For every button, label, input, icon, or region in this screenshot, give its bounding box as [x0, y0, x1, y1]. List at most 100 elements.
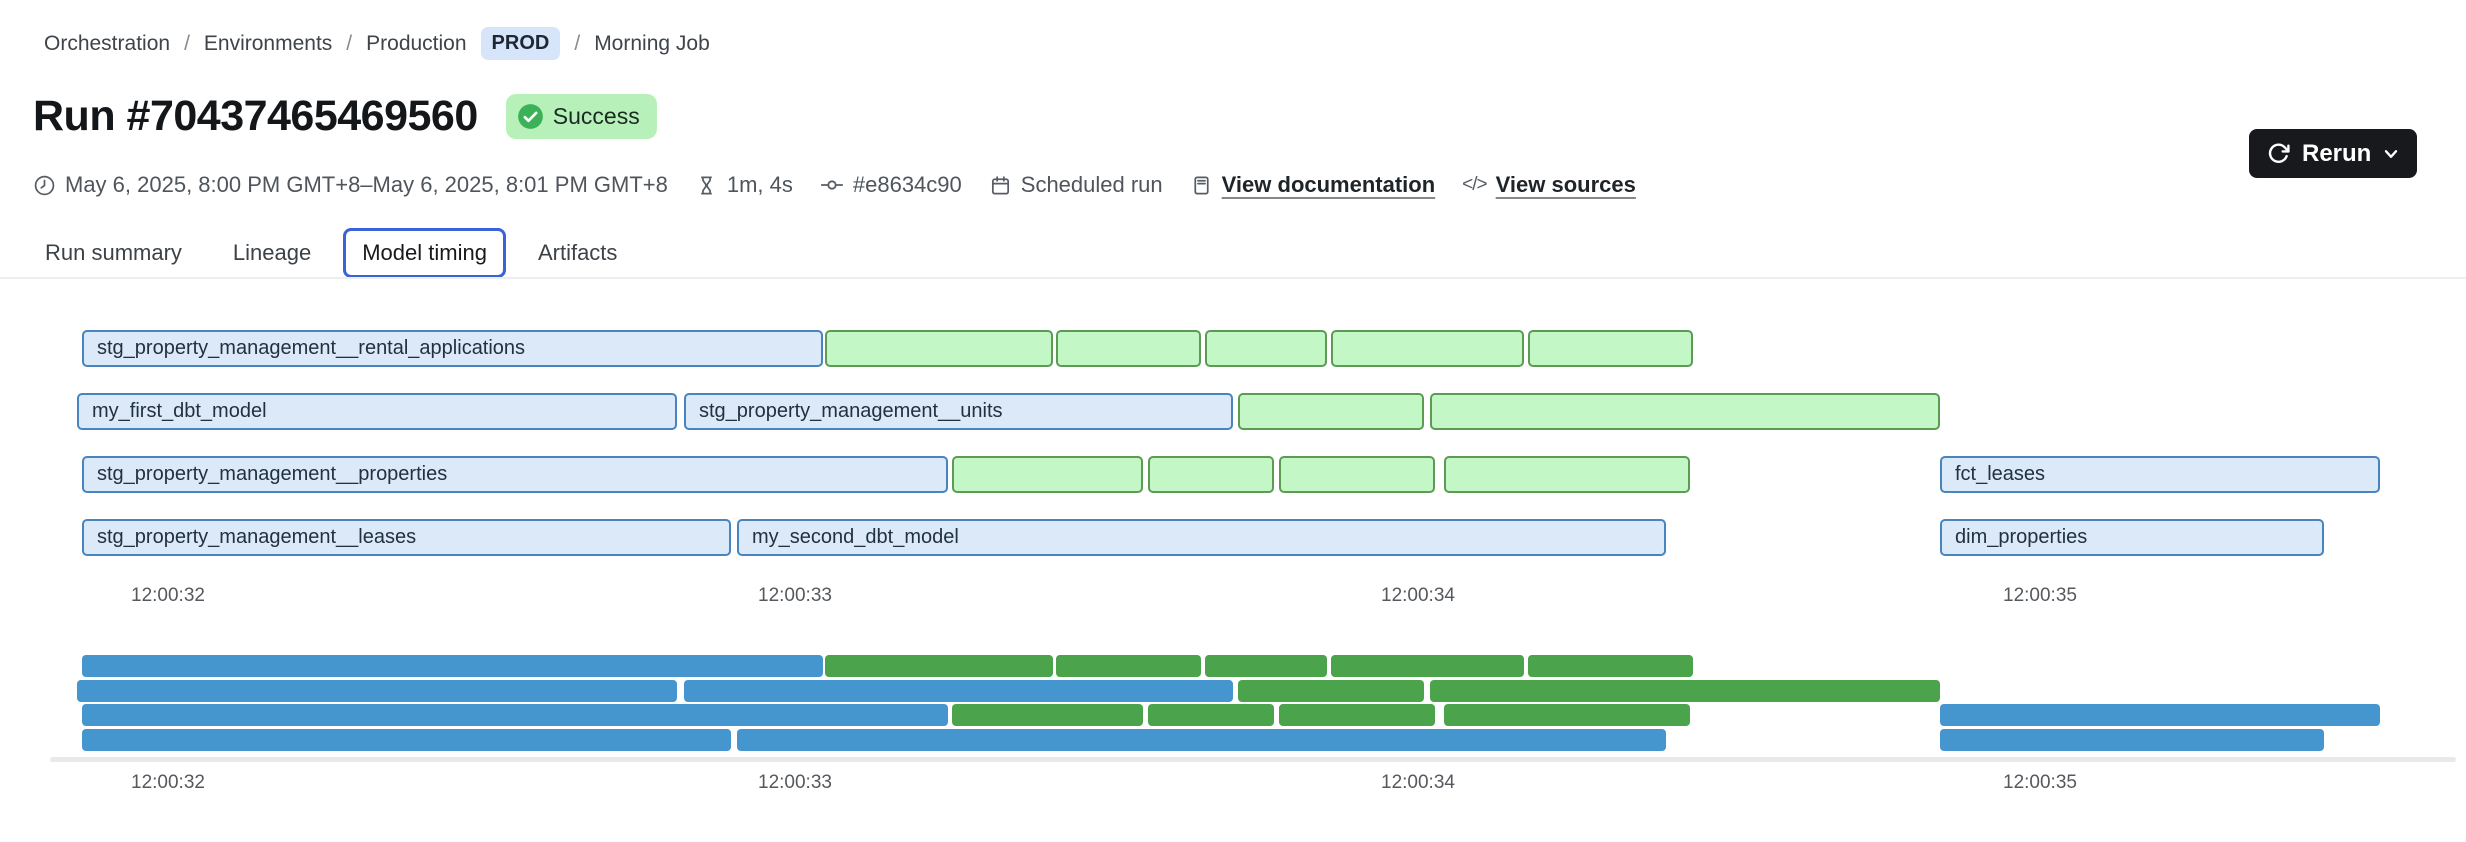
commit-icon [820, 173, 844, 197]
tab-lineage[interactable]: Lineage [232, 240, 312, 265]
gantt-test-bar[interactable] [1056, 330, 1201, 367]
gantt-bar-stg_property_management__properties[interactable]: stg_property_management__properties [82, 456, 948, 493]
run-trigger: Scheduled run [989, 172, 1163, 198]
minimap-bar [1148, 704, 1274, 726]
gantt-test-bar[interactable] [1279, 456, 1435, 493]
minimap-bar [952, 704, 1143, 726]
view-documentation-link[interactable]: View documentation [1221, 172, 1436, 197]
gantt-bar-label: stg_property_management__properties [97, 463, 448, 485]
run-commit-text: #e8634c90 [852, 172, 962, 197]
run-duration-text: 1m, 4s [726, 172, 793, 197]
axis-tick-label: 12:00:34 [1381, 772, 1455, 793]
gantt-bar-label: fct_leases [1955, 463, 2046, 485]
environment-badge: PROD [480, 27, 561, 60]
status-badge: Success [505, 94, 657, 139]
axis-tick-label: 12:00:33 [758, 585, 832, 606]
breadcrumb-item-production[interactable]: Production [366, 31, 467, 55]
gantt-test-bar[interactable] [825, 330, 1053, 367]
minimap-bar [82, 655, 823, 677]
gantt-bar-dim_properties[interactable]: dim_properties [1940, 519, 2324, 556]
breadcrumb-separator: / [574, 31, 581, 55]
minimap-bar [1528, 655, 1693, 677]
breadcrumb-item-orchestration[interactable]: Orchestration [44, 31, 171, 55]
run-trigger-text: Scheduled run [1020, 172, 1163, 197]
breadcrumb-item-morning-job[interactable]: Morning Job [594, 31, 710, 55]
minimap-bar [1940, 729, 2324, 751]
check-circle-icon [517, 103, 544, 130]
rerun-button[interactable]: Rerun [2249, 129, 2418, 178]
gantt-bar-label: stg_property_management__rental_applicat… [97, 337, 526, 359]
breadcrumb: Orchestration / Environments / Production PRO… [44, 27, 710, 60]
gantt-test-bar[interactable] [1430, 393, 1940, 430]
gantt-bar-my_first_dbt_model[interactable]: my_first_dbt_model [77, 393, 677, 430]
tab-model-timing[interactable]: Model timing [343, 228, 506, 278]
title-row: Run #70437465469560 Success [33, 92, 657, 141]
axis-tick-label: 12:00:35 [2003, 585, 2077, 606]
run-time-range-text: May 6, 2025, 8:00 PM GMT+8–May 6, 2025, … [65, 172, 668, 197]
minimap-bar [82, 729, 731, 751]
gantt-bar-label: dim_properties [1955, 526, 2088, 548]
gantt-bar-stg_property_management__units[interactable]: stg_property_management__units [684, 393, 1233, 430]
gantt-bar-label: my_second_dbt_model [752, 526, 959, 548]
run-time-range: May 6, 2025, 8:00 PM GMT+8–May 6, 2025, … [33, 172, 668, 198]
gantt-test-bar[interactable] [1444, 456, 1690, 493]
minimap-bar [1279, 704, 1435, 726]
gantt-bar-label: my_first_dbt_model [92, 400, 267, 422]
minimap-bar [1430, 680, 1940, 702]
breadcrumb-item-environments[interactable]: Environments [203, 31, 333, 55]
gantt-test-bar[interactable] [1148, 456, 1274, 493]
tabs: Run summary Lineage Model timing Artifacts [26, 228, 636, 278]
gantt-test-bar[interactable] [1528, 330, 1693, 367]
gantt-test-bar[interactable] [952, 456, 1143, 493]
breadcrumb-separator: / [184, 31, 190, 55]
minimap-bar [737, 729, 1666, 751]
gantt-bar-stg_property_management__rental_applications[interactable]: stg_property_management__rental_applicat… [82, 330, 823, 367]
tab-run-summary[interactable]: Run summary [45, 240, 182, 265]
gantt-bar-stg_property_management__leases[interactable]: stg_property_management__leases [82, 519, 731, 556]
breadcrumb-separator: / [346, 31, 353, 55]
gantt-test-bar[interactable] [1205, 330, 1327, 367]
axis-tick-label: 12:00:33 [758, 772, 832, 793]
minimap-bar [77, 680, 677, 702]
minimap-bar [1444, 704, 1690, 726]
run-duration: 1m, 4s [695, 172, 793, 198]
minimap-bar [1331, 655, 1524, 677]
status-badge-label: Success [552, 103, 640, 129]
minimap-bar [1205, 655, 1327, 677]
run-commit: #e8634c90 [820, 172, 962, 198]
gantt-test-bar[interactable] [1238, 393, 1424, 430]
page-title: Run #70437465469560 [33, 92, 478, 140]
axis-tick-label: 12:00:35 [2003, 772, 2077, 793]
calendar-icon [989, 174, 1012, 197]
minimap-bar [82, 704, 948, 726]
rerun-button-label: Rerun [2302, 139, 2372, 167]
document-icon [1190, 174, 1213, 197]
chevron-down-icon [2382, 145, 2400, 163]
gantt-bar-label: stg_property_management__units [699, 400, 1003, 422]
gantt-axis-main: 12:00:32 12:00:33 12:00:34 12:00:35 [0, 585, 2466, 609]
axis-tick-label: 12:00:34 [1381, 585, 1455, 606]
minimap-bar [1056, 655, 1201, 677]
tab-artifacts[interactable]: Artifacts [537, 240, 618, 265]
view-documentation[interactable]: View documentation [1190, 172, 1436, 198]
gantt-bar-fct_leases[interactable]: fct_leases [1940, 456, 2380, 493]
view-sources[interactable]: </> View sources [1462, 172, 1636, 198]
minimap-bar [1940, 704, 2380, 726]
view-sources-link[interactable]: View sources [1495, 172, 1636, 197]
refresh-icon [2266, 141, 2291, 166]
minimap-bar [1238, 680, 1424, 702]
axis-tick-label: 12:00:32 [131, 772, 205, 793]
gantt-axis-minimap: 12:00:32 12:00:33 12:00:34 12:00:35 [0, 772, 2466, 796]
axis-tick-label: 12:00:32 [131, 585, 205, 606]
gantt-minimap[interactable] [0, 655, 2466, 753]
gantt-bar-my_second_dbt_model[interactable]: my_second_dbt_model [737, 519, 1666, 556]
minimap-bar [684, 680, 1233, 702]
gantt-bar-label: stg_property_management__leases [97, 526, 417, 548]
gantt-main: stg_property_management__rental_applicat… [0, 330, 2466, 570]
minimap-bar [825, 655, 1053, 677]
gantt-test-bar[interactable] [1331, 330, 1524, 367]
minimap-track[interactable] [50, 757, 2456, 762]
tabs-divider [0, 277, 2466, 279]
run-meta-row: May 6, 2025, 8:00 PM GMT+8–May 6, 2025, … [33, 172, 1636, 198]
